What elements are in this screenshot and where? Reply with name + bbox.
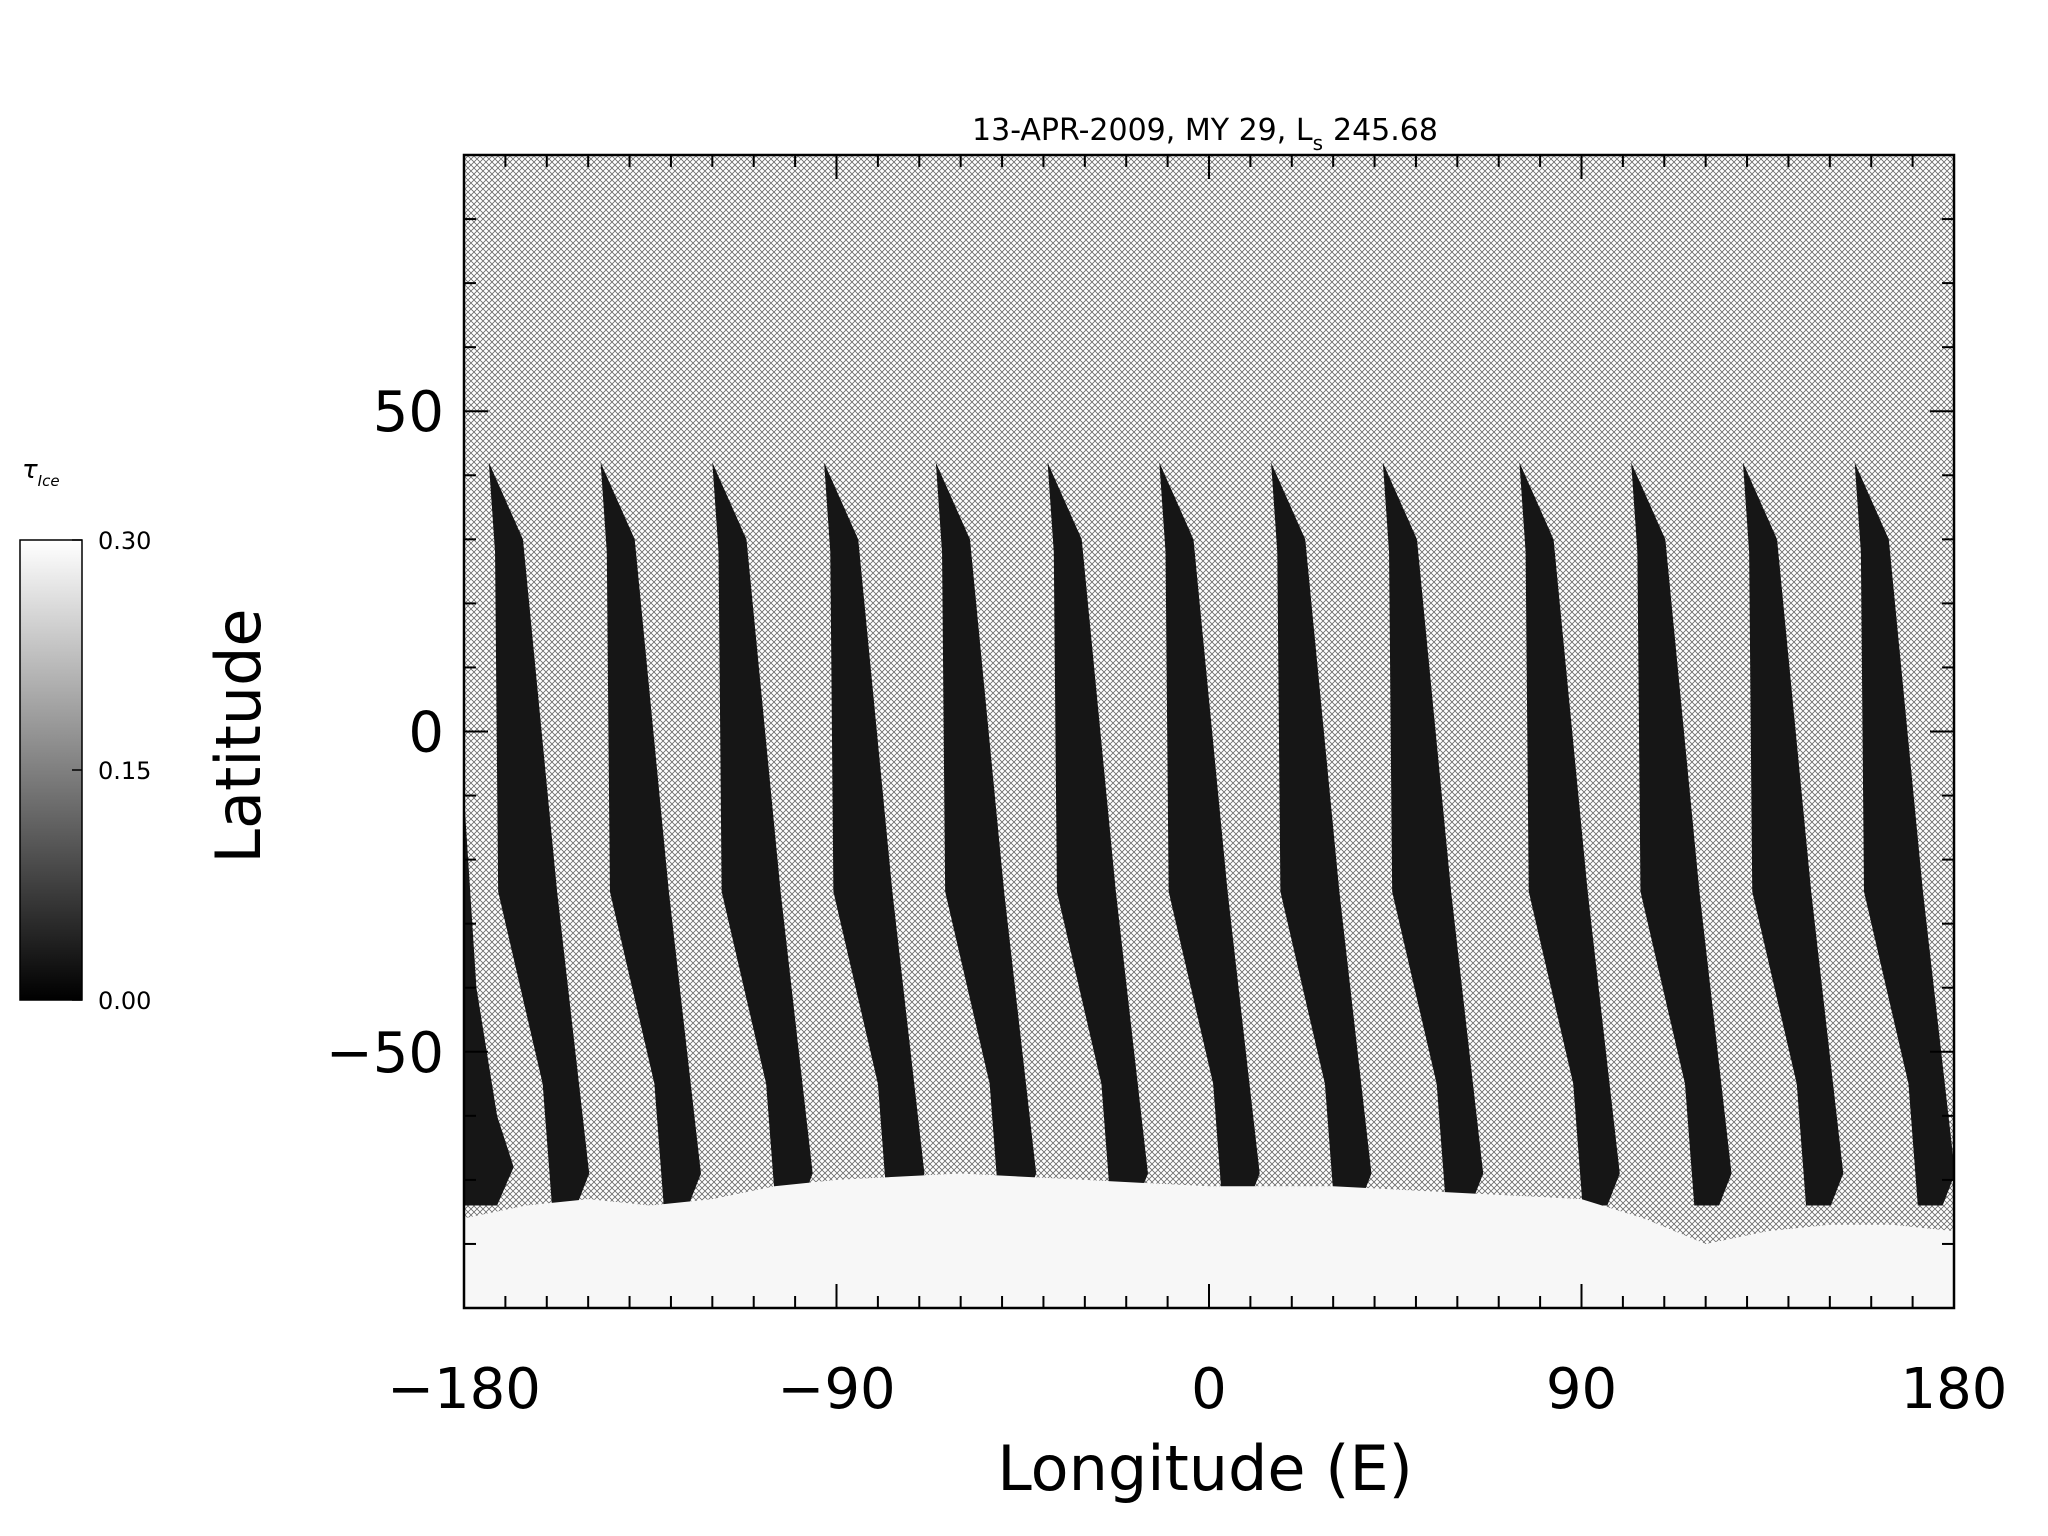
chart-title: 13-APR-2009, MY 29, Ls 245.68: [972, 113, 1438, 155]
colorbar-gradient: [19, 539, 83, 1001]
swath-13: [1854, 462, 1954, 1206]
swath-8: [1271, 462, 1372, 1206]
swath-1: [488, 462, 590, 1206]
colorbar-tick-label: 0.15: [98, 757, 151, 785]
x-tick-label: 0: [1191, 1357, 1227, 1422]
colorbar: τIce 0.30 0.15 0.00: [19, 455, 151, 1015]
plot-area: [464, 155, 1954, 1308]
swath-12: [1742, 462, 1844, 1206]
axis-ticks: [463, 154, 1955, 1309]
swath-10: [1519, 462, 1620, 1206]
colorbar-tick-label: 0.00: [98, 987, 151, 1015]
swath-4: [824, 462, 925, 1206]
swath-edge: [464, 795, 514, 1206]
axis-tick-labels: −180 −90 0 90 180 −50 0 50: [326, 380, 2008, 1422]
polar-cap-region: [464, 1173, 1954, 1308]
x-axis-label: Longitude (E): [997, 1432, 1413, 1505]
colorbar-ticks: 0.30 0.15 0.00: [72, 527, 151, 1015]
y-tick-label: −50: [326, 1021, 444, 1086]
x-tick-label: −180: [387, 1357, 541, 1422]
x-tick-label: 90: [1546, 1357, 1617, 1422]
swath-5: [935, 462, 1037, 1206]
x-tick-label: 180: [1901, 1357, 2008, 1422]
swath-11: [1631, 462, 1732, 1206]
y-tick-label: 0: [408, 701, 444, 766]
swath-2: [600, 462, 701, 1206]
swath-7: [1159, 462, 1260, 1206]
swath-3: [712, 462, 813, 1206]
y-tick-label: 50: [373, 380, 444, 445]
colorbar-label: τIce: [22, 455, 60, 490]
swath-layer: [464, 462, 1954, 1206]
swath-9: [1382, 462, 1484, 1206]
swath-6: [1047, 462, 1148, 1206]
colorbar-tick-label: 0.30: [98, 527, 151, 555]
x-tick-label: −90: [777, 1357, 895, 1422]
y-axis-label: Latitude: [202, 608, 275, 863]
